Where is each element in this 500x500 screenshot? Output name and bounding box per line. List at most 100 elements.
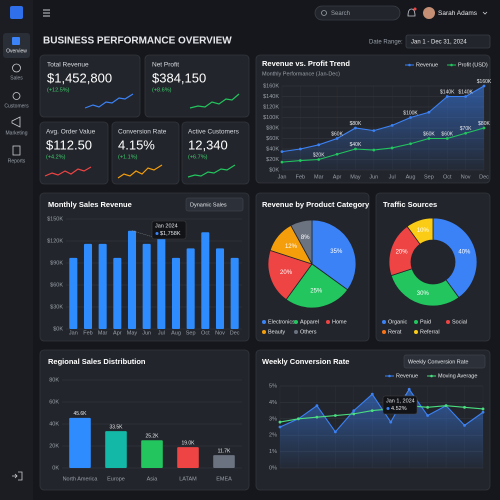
kpi-label: Avg. Order Value (46, 129, 96, 136)
point (464, 95, 468, 98)
data-label: $80K (350, 121, 362, 127)
data-label: $140K (458, 89, 473, 95)
line (281, 85, 485, 153)
line (279, 388, 484, 433)
chart-title: Weekly Conversion Rate (262, 357, 349, 366)
nav-item[interactable]: Customers (4, 103, 29, 109)
slice (390, 268, 460, 307)
chart-title: Traffic Sources (383, 200, 437, 209)
y-tick-label: $150K (47, 216, 63, 222)
point (278, 420, 282, 424)
date-value[interactable]: Jan 1 - Dec 31, 2024 (411, 40, 467, 46)
kpi-card (181, 121, 250, 185)
point (370, 409, 374, 412)
point (298, 147, 302, 151)
nav-icon (12, 92, 21, 100)
area (280, 389, 483, 468)
nav-item[interactable]: Sales (10, 75, 23, 81)
dropdown-label[interactable]: Dynamic Sales (190, 202, 227, 208)
dropdown[interactable] (403, 354, 486, 369)
legend-swatch (294, 320, 298, 324)
nav-active[interactable] (3, 33, 30, 58)
x-tick-label: Mar (98, 330, 108, 336)
point (354, 147, 357, 151)
legend-swatch (326, 320, 330, 324)
bar (69, 257, 78, 329)
kpi-value: $112.50 (46, 137, 92, 152)
bell-icon[interactable] (407, 8, 416, 17)
point (409, 116, 412, 119)
point (390, 123, 394, 127)
x-tick-label: Aug (171, 330, 181, 336)
legend-label: Electronics (268, 319, 295, 325)
x-tick-label: May (350, 174, 361, 180)
bar (105, 431, 127, 468)
slice (285, 263, 349, 309)
slice-label: 35% (330, 249, 343, 255)
chevron (482, 11, 488, 15)
legend-swatch (450, 63, 453, 67)
x-tick-label: Jun (369, 174, 378, 180)
legend-swatch (414, 330, 418, 334)
y-tick-label: 80K (49, 377, 59, 383)
x-tick-label: Apr (333, 174, 342, 180)
slice-label: 25% (310, 289, 323, 295)
search-box[interactable] (314, 5, 401, 21)
legend-swatch (446, 320, 450, 324)
user-name[interactable]: Sarah Adams (438, 10, 478, 17)
x-tick-label: Asia (147, 476, 159, 482)
dropdown[interactable] (185, 197, 244, 212)
tooltip-value: $1,758K (160, 231, 181, 237)
data-label: $60K (423, 131, 435, 137)
bar (213, 455, 235, 468)
kpi-card (39, 121, 109, 185)
slice (406, 217, 434, 245)
kpi-card (111, 121, 180, 185)
data-label: 45.6K (73, 411, 87, 417)
slice-label: 8% (301, 235, 310, 241)
point (352, 409, 356, 412)
legend-swatch (382, 320, 386, 324)
chart-title: Regional Sales Distribution (48, 357, 146, 366)
chart-subtitle: Monthly Performance (Jan-Dec) (262, 71, 340, 77)
sparkline (44, 166, 92, 177)
sparkline (187, 164, 236, 178)
y-tick-label: $30K (50, 304, 63, 310)
point (427, 137, 431, 140)
x-tick-label: Jul (158, 330, 165, 336)
point (315, 415, 319, 419)
point (464, 131, 468, 135)
y-tick-label: $60K (50, 282, 63, 288)
point (427, 110, 431, 114)
point (409, 142, 412, 146)
y-tick-label: 20K (49, 443, 59, 449)
point (335, 137, 339, 140)
nav-item[interactable]: Reports (8, 158, 26, 164)
nav-item[interactable]: Marketing (6, 130, 28, 136)
badge (413, 7, 417, 11)
point (280, 160, 284, 164)
point (389, 420, 393, 424)
point (463, 405, 466, 409)
search-placeholder[interactable]: Search (331, 11, 350, 17)
x-tick-label: Sep (424, 174, 434, 180)
x-tick-label: Apr (113, 330, 122, 336)
chart-title: Monthly Sales Revenue (48, 200, 132, 209)
y-tick-label: $80K (266, 125, 279, 131)
dropdown-label[interactable]: Weekly Conversion Rate (408, 359, 468, 365)
sparkline (189, 93, 240, 109)
nav-item[interactable]: Overview (6, 48, 27, 54)
data-label: 11.7K (218, 448, 231, 454)
avatar[interactable] (423, 7, 435, 19)
menu-icon[interactable] (43, 9, 50, 17)
y-tick-label: $60K (266, 136, 279, 142)
y-tick-label: $20K (266, 157, 279, 163)
point (445, 137, 449, 140)
legend-label: Others (300, 329, 317, 335)
data-label: $100K (403, 110, 418, 116)
point (372, 148, 376, 152)
logout-icon[interactable] (12, 471, 23, 481)
legend-label: Beauty (268, 329, 285, 335)
kpi-label: Net Profit (152, 62, 179, 69)
date-picker[interactable] (405, 34, 491, 49)
